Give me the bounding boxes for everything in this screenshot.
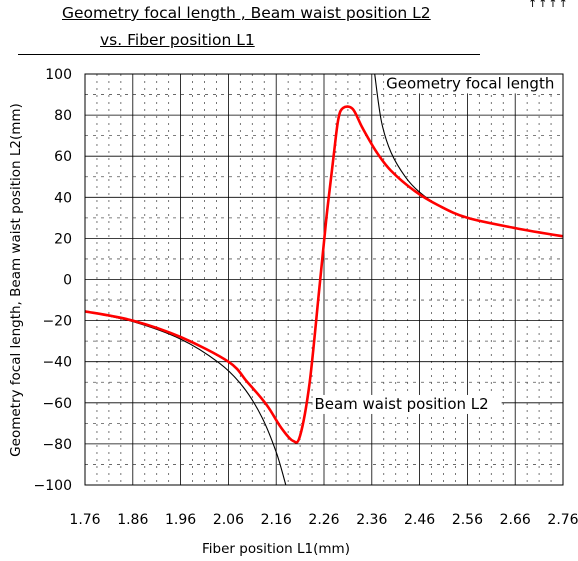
- x-tick-label: 2.36: [356, 512, 387, 528]
- y-axis-label: Geometry focal length, Beam waist positi…: [8, 103, 24, 457]
- annotation-focal-length: Geometry focal length: [386, 74, 554, 92]
- major-grid: [84, 73, 564, 486]
- y-tick-label: 60: [54, 149, 72, 165]
- x-tick-label: 2.56: [452, 512, 483, 528]
- plot-frame: [84, 73, 564, 486]
- beam-waist-line: [85, 105, 563, 444]
- y-tick-label: −60: [42, 396, 72, 412]
- focal-length-line: [374, 73, 563, 237]
- y-tick-label: −100: [34, 478, 72, 494]
- y-tick-label: 0: [63, 273, 72, 289]
- y-tick-label: −20: [42, 314, 72, 330]
- annotation-beam-waist: Beam waist position L2: [314, 395, 488, 413]
- title-rule: [18, 54, 480, 55]
- y-tick-label: 80: [54, 108, 72, 124]
- y-tick-label: 100: [45, 67, 72, 83]
- x-tick-label: 2.66: [500, 512, 531, 528]
- y-tick-label: 40: [54, 190, 72, 206]
- x-tick-label: 1.96: [165, 512, 196, 528]
- y-tick-label: 20: [54, 231, 72, 247]
- x-tick-label: 1.86: [117, 512, 148, 528]
- annotation-background: [384, 74, 565, 94]
- x-tick-label: 2.16: [261, 512, 292, 528]
- tick-labels: 1.76 1.86 1.96 2.06 2.16 2.26 2.36 2.46 2.56 2.66…: [34, 67, 578, 528]
- x-tick-label: 2.46: [404, 512, 435, 528]
- x-tick-label: 2.76: [547, 512, 578, 528]
- x-axis-label: Fiber position L1(mm): [202, 541, 350, 557]
- series-group: [85, 73, 563, 486]
- x-tick-label: 2.26: [308, 512, 339, 528]
- y-tick-label: −80: [42, 437, 72, 453]
- y-tick-label: −40: [42, 355, 72, 371]
- focal-length-line: [85, 310, 287, 486]
- x-tick-label: 2.06: [213, 512, 244, 528]
- x-tick-label: 1.76: [69, 512, 100, 528]
- annotation-background: [312, 394, 502, 414]
- chart-title: Geometry focal length , Beam waist posit…: [62, 4, 431, 22]
- chart-subtitle: vs. Fiber position L1: [100, 31, 255, 49]
- annotations: Geometry focal length Beam waist position…: [312, 74, 565, 414]
- corner-mark: ↑↑↑↑: [528, 0, 569, 10]
